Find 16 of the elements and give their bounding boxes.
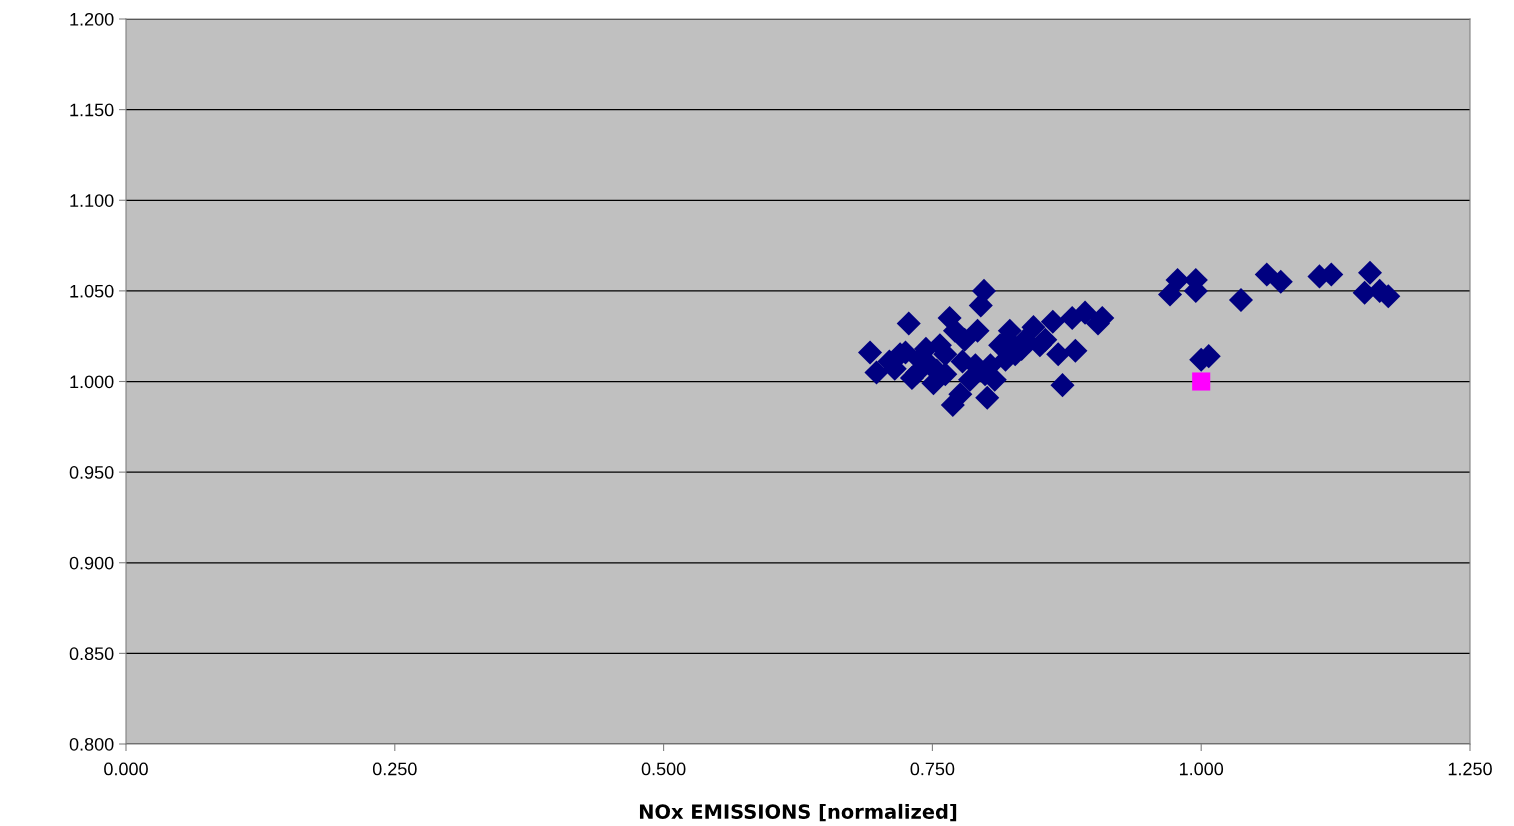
y-tick-label: 1.000 <box>70 375 114 389</box>
x-tick-label: 1.250 <box>1448 762 1492 776</box>
y-tick-label: 0.800 <box>69 737 114 751</box>
x-tick-label: 0.750 <box>910 762 955 776</box>
x-tick-label: 0.250 <box>372 762 417 776</box>
y-tick-label: 1.100 <box>70 194 114 207</box>
x-tick-label: 1.000 <box>1179 762 1224 776</box>
y-tick-label: 1.050 <box>70 284 114 298</box>
x-tick-label: 0.500 <box>641 762 686 776</box>
y-tick-label: 0.950 <box>69 466 114 479</box>
x-tick-label: 0.000 <box>104 762 148 776</box>
x-axis-title: NOx EMISSIONS [normalized] <box>639 803 957 822</box>
y-tick-label: 0.850 <box>69 647 114 661</box>
y-tick-label: 1.200 <box>70 12 114 26</box>
y-tick-label: 0.900 <box>69 556 114 570</box>
y-tick-label: 1.150 <box>70 103 114 117</box>
